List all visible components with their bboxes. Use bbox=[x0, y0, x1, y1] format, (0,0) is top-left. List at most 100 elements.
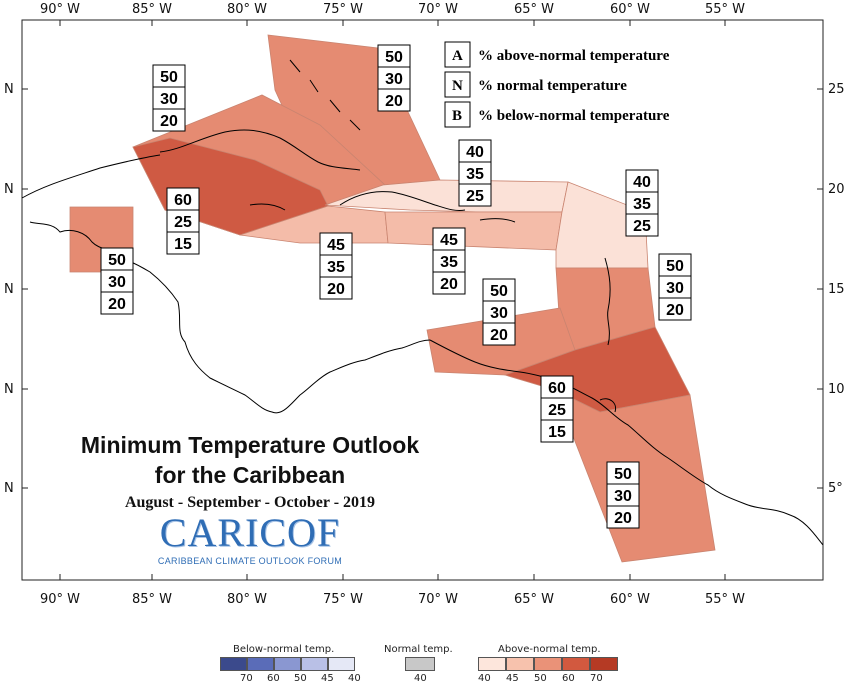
title-line-2: for the Caribbean bbox=[154, 462, 346, 488]
lon-tick-top: 65° W bbox=[514, 2, 554, 17]
probability-value-b: 20 bbox=[440, 276, 458, 293]
probability-cell bbox=[458, 183, 492, 207]
lon-tick-bottom: 65° W bbox=[514, 592, 554, 607]
colorbar-tick: 50 bbox=[294, 673, 307, 684]
lon-tick-bottom: 80° W bbox=[227, 592, 267, 607]
colorbar-tick: 50 bbox=[534, 673, 547, 684]
colorbar-below-swatch bbox=[301, 657, 328, 671]
colorbar-below-swatch bbox=[247, 657, 274, 671]
key-box-n bbox=[444, 71, 471, 98]
lat-tick-left: N bbox=[4, 82, 14, 97]
logo-name: CARICOF bbox=[159, 510, 341, 555]
colorbar-tick: 60 bbox=[267, 673, 280, 684]
probability-value-n: 30 bbox=[666, 280, 684, 297]
coast-bahamas bbox=[289, 59, 361, 131]
caricof-logo: CARICOF CARIBBEAN CLIMATE OUTLOOK FORUM bbox=[150, 510, 350, 567]
lat-tick-right: 20 bbox=[828, 182, 845, 197]
lat-tick-right: 10 bbox=[828, 382, 845, 397]
lat-tick-right: 5° bbox=[828, 481, 843, 496]
probability-value-n: 30 bbox=[160, 91, 178, 108]
probability-cell bbox=[625, 213, 659, 237]
probability-box: 60 25 15 bbox=[540, 375, 574, 443]
colorbar-normal-title: Normal temp. bbox=[384, 644, 453, 655]
probability-cell bbox=[482, 322, 516, 346]
probability-box: 50 30 20 bbox=[377, 44, 411, 112]
lon-tick-bottom: 55° W bbox=[705, 592, 745, 607]
probability-value-b: 25 bbox=[633, 218, 651, 235]
colorbar-tick: 40 bbox=[414, 673, 427, 684]
colorbar-tick: 45 bbox=[506, 673, 519, 684]
logo-tagline: CARIBBEAN CLIMATE OUTLOOK FORUM bbox=[157, 556, 343, 566]
key-box-b bbox=[444, 101, 471, 128]
probability-box: 50 30 20 bbox=[152, 64, 186, 132]
probability-cell bbox=[540, 419, 574, 443]
colorbar-above-swatch bbox=[590, 657, 618, 671]
probability-value-a: 45 bbox=[440, 232, 458, 249]
probability-box: 50 30 20 bbox=[482, 278, 516, 346]
colorbar-tick: 40 bbox=[478, 673, 491, 684]
lon-tick-bottom: 75° W bbox=[323, 592, 363, 607]
probability-value-b: 20 bbox=[614, 510, 632, 527]
probability-cell bbox=[606, 505, 640, 529]
probability-box: 40 35 25 bbox=[458, 139, 492, 207]
colorbar-tick: 45 bbox=[321, 673, 334, 684]
lon-tick-bottom: 85° W bbox=[132, 592, 172, 607]
coastlines bbox=[21, 59, 824, 546]
lat-tick-left: N bbox=[4, 382, 14, 397]
lat-tick-right: 25 bbox=[828, 82, 845, 97]
colorbar-above-swatch bbox=[562, 657, 590, 671]
probability-box: 50 30 20 bbox=[606, 461, 640, 529]
colorbar-above-swatch bbox=[478, 657, 506, 671]
probability-value-a: 40 bbox=[466, 144, 484, 161]
lon-tick-bottom: 90° W bbox=[40, 592, 80, 607]
lon-tick-top: 70° W bbox=[418, 2, 458, 17]
key-text-b: % below-normal temperature bbox=[478, 108, 670, 124]
probability-box: 50 30 20 bbox=[100, 247, 134, 315]
probability-cell bbox=[658, 297, 692, 321]
lat-tick-left: N bbox=[4, 282, 14, 297]
colorbar-above-swatch bbox=[534, 657, 562, 671]
probability-value-n: 35 bbox=[327, 259, 345, 276]
key-letter-a: A bbox=[452, 48, 463, 64]
lat-tick-left: N bbox=[4, 182, 14, 197]
key-text-n: % normal temperature bbox=[478, 78, 627, 94]
probability-value-a: 50 bbox=[385, 49, 403, 66]
probability-cell bbox=[100, 291, 134, 315]
anb-key: A % above-normal temperature N % normal … bbox=[444, 41, 670, 128]
coast-south-america bbox=[429, 339, 824, 546]
coast-cuba bbox=[159, 129, 361, 171]
probability-value-b: 15 bbox=[548, 424, 566, 441]
probability-value-a: 50 bbox=[160, 69, 178, 86]
lat-tick-left: N bbox=[4, 481, 14, 496]
coast-trinidad bbox=[599, 398, 617, 413]
colorbar-tick: 70 bbox=[240, 673, 253, 684]
colorbar-below-swatch bbox=[328, 657, 355, 671]
coast-lesser-antilles bbox=[604, 257, 611, 346]
colorbar-normal-swatch bbox=[405, 657, 435, 671]
probability-value-a: 50 bbox=[490, 283, 508, 300]
probability-cell bbox=[166, 231, 200, 255]
probability-value-n: 25 bbox=[548, 402, 566, 419]
lon-tick-top: 80° W bbox=[227, 2, 267, 17]
probability-box: 45 35 20 bbox=[432, 227, 466, 295]
coast-hispaniola bbox=[339, 191, 466, 211]
coast-puerto-rico bbox=[479, 218, 516, 223]
probability-value-a: 50 bbox=[666, 258, 684, 275]
probability-value-a: 60 bbox=[548, 380, 566, 397]
key-box-a bbox=[444, 41, 471, 68]
colorbar-above-swatch bbox=[506, 657, 534, 671]
probability-cell bbox=[152, 108, 186, 132]
coast-jamaica bbox=[249, 203, 286, 211]
probability-cell bbox=[432, 271, 466, 295]
probability-value-b: 20 bbox=[490, 327, 508, 344]
outlook-regions bbox=[69, 34, 716, 563]
map-title: Minimum Temperature Outlook for the Cari… bbox=[30, 430, 470, 490]
colorbar-below-title: Below-normal temp. bbox=[233, 644, 335, 655]
probability-box: 45 35 20 bbox=[319, 232, 353, 300]
title-line-1: Minimum Temperature Outlook bbox=[80, 432, 420, 458]
lon-tick-bottom: 60° W bbox=[610, 592, 650, 607]
colorbar-above-title: Above-normal temp. bbox=[498, 644, 601, 655]
probability-value-b: 20 bbox=[160, 113, 178, 130]
colorbar-tick: 70 bbox=[590, 673, 603, 684]
